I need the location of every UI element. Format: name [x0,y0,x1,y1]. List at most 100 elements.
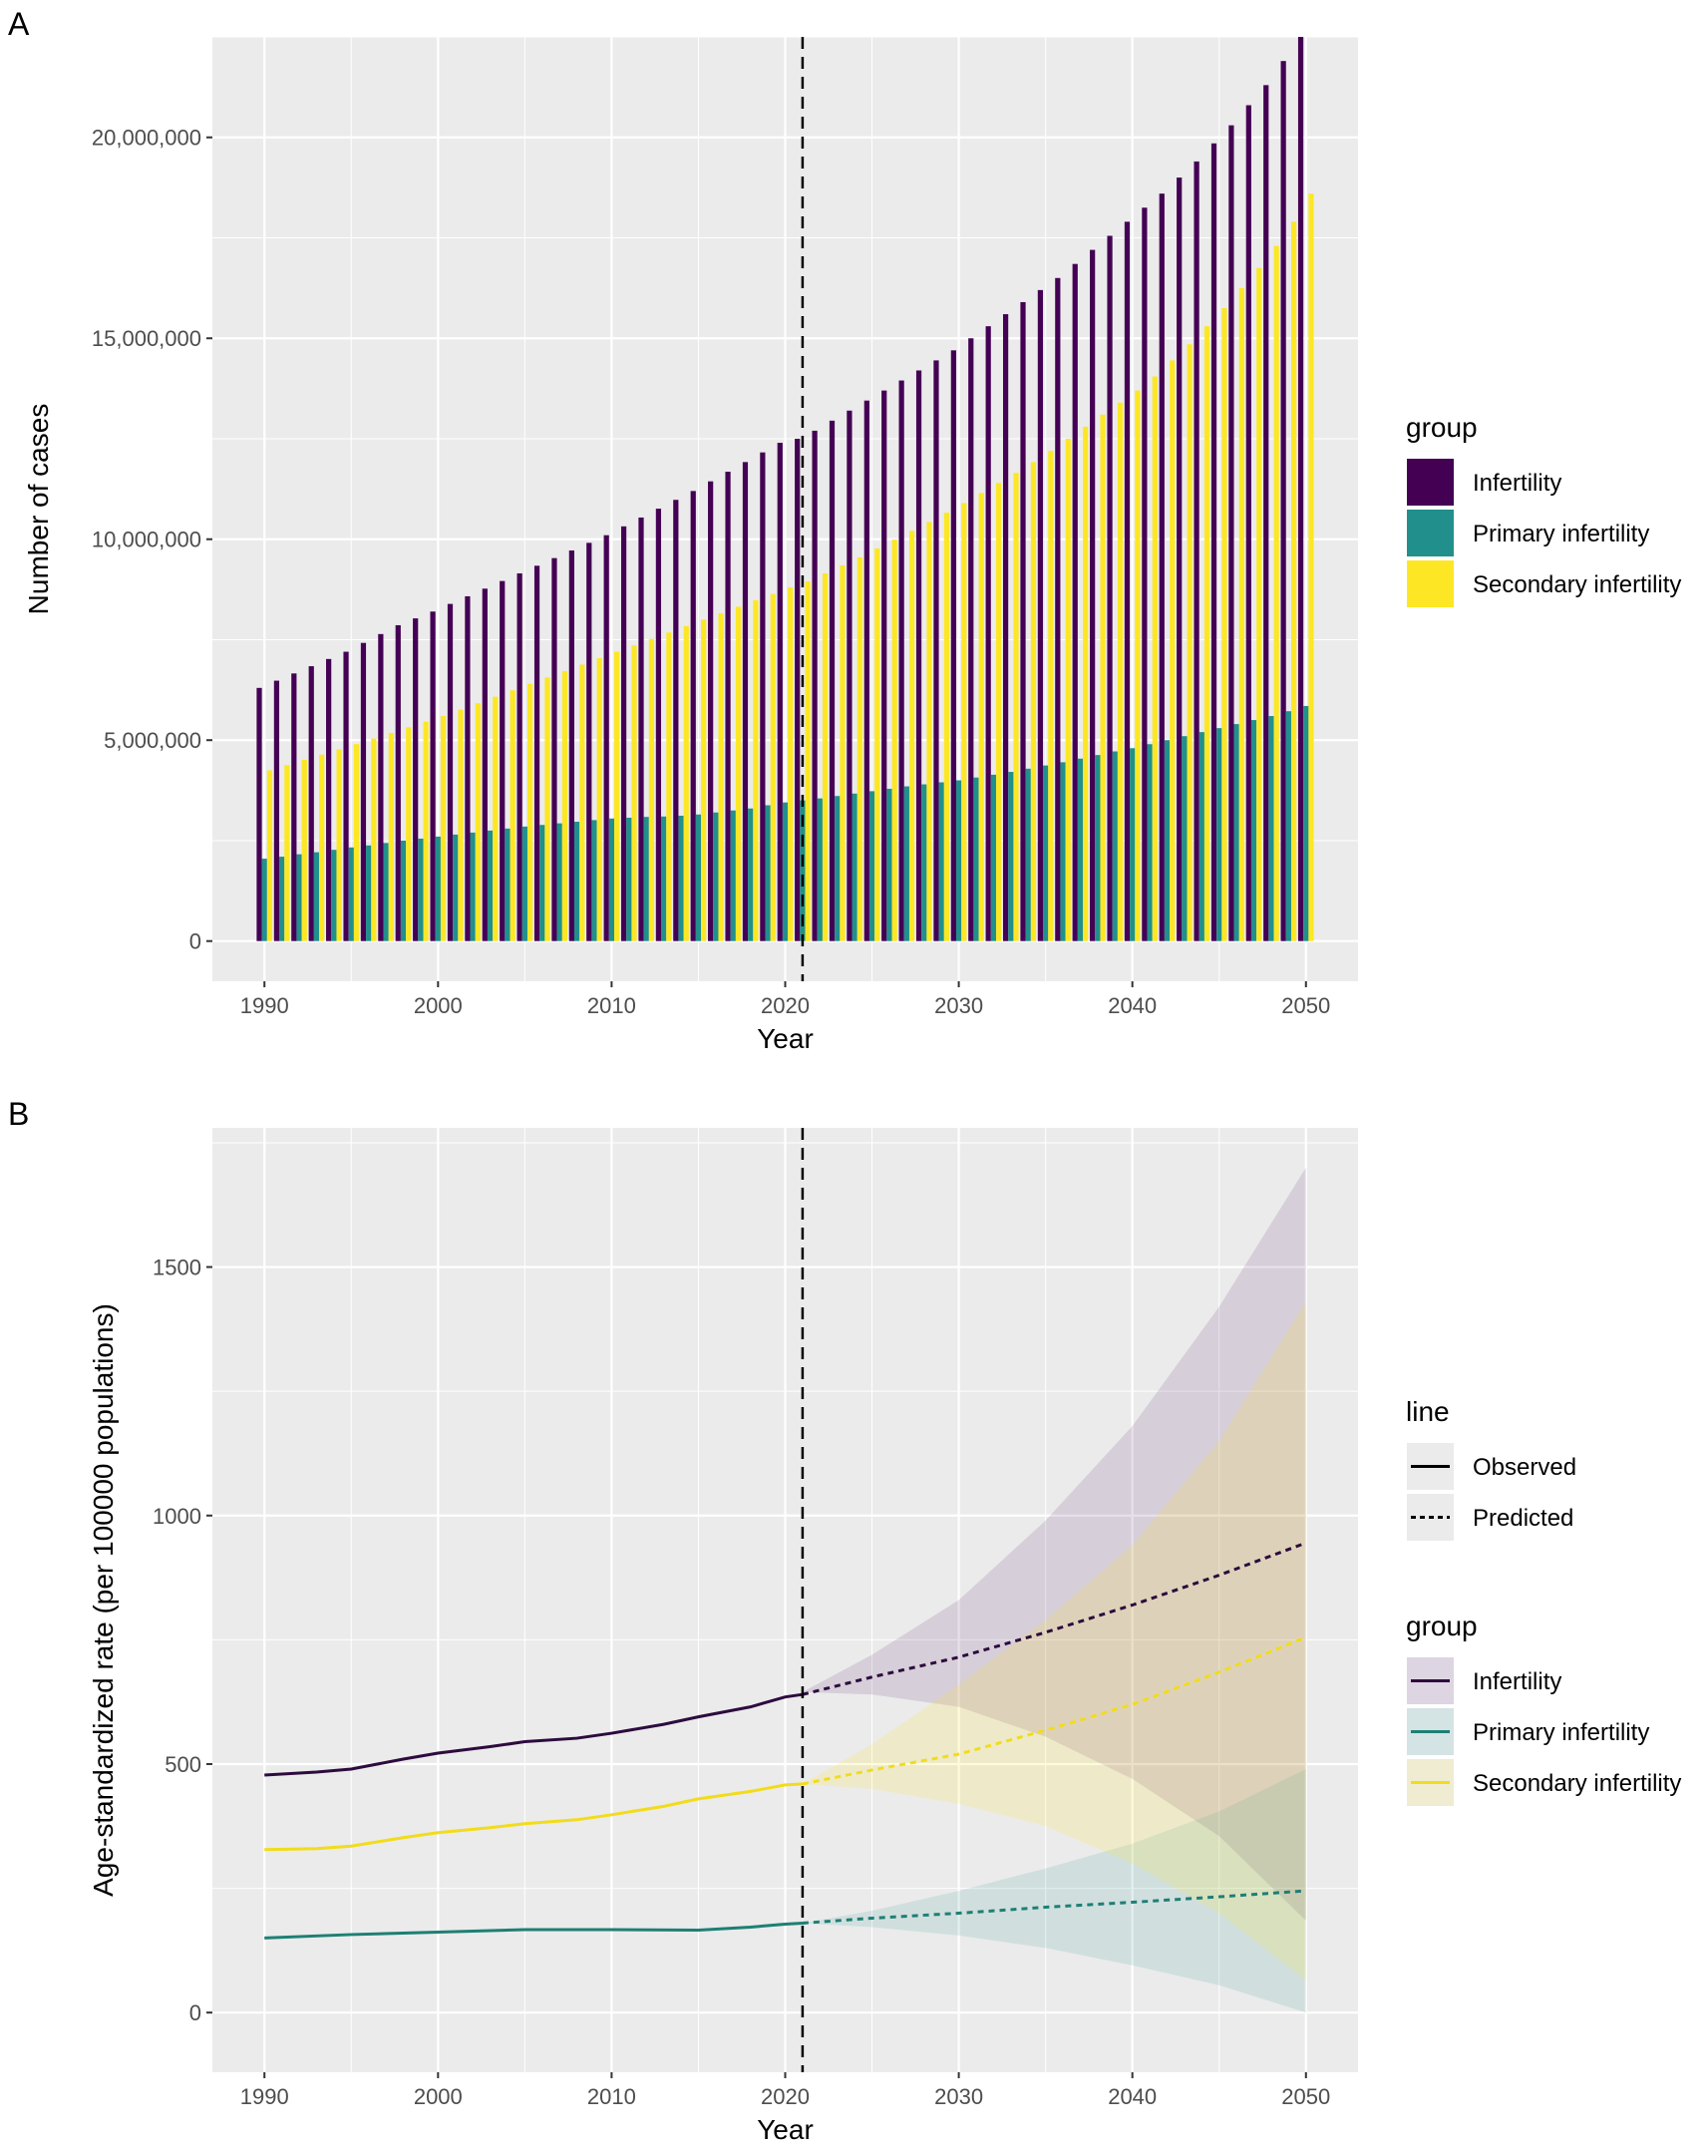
x-tick-label: 2010 [587,2084,636,2109]
legend-label: Primary infertility [1473,521,1649,547]
bar-secondary-infertility-1995 [353,744,360,941]
bar-secondary-infertility-1997 [388,732,394,941]
x-tick-label: 2030 [934,2084,983,2109]
bar-primary-infertility-2003 [487,830,494,941]
bar-secondary-infertility-1998 [406,727,412,941]
bar-infertility-2016 [708,481,714,941]
legend-group: group Infertility Primary infertility Secon… [1406,1611,1681,1806]
bar-infertility-2031 [968,338,974,941]
bar-primary-infertility-1998 [400,840,407,941]
observed-line-infertility [264,1692,804,1777]
bar-primary-infertility-2005 [521,826,527,941]
bar-primary-infertility-2014 [678,815,684,941]
legend-title: line [1406,1396,1450,1427]
bar-secondary-infertility-2047 [1256,267,1262,941]
bar-primary-infertility-2018 [748,808,754,941]
bar-primary-infertility-1999 [418,838,424,941]
bar-infertility-2021 [795,438,801,941]
bar-infertility-2043 [1177,178,1183,941]
bar-infertility-2014 [673,500,679,941]
bar-secondary-infertility-2009 [596,658,602,941]
bar-secondary-infertility-2030 [961,503,967,941]
lines [264,1541,1307,1940]
bar-primary-infertility-2050 [1303,705,1309,941]
x-tick-label: 1990 [240,2084,289,2109]
bar-infertility-2049 [1280,61,1286,941]
bar-secondary-infertility-2014 [683,625,689,941]
bar-infertility-1992 [291,673,297,941]
legend-label: Infertility [1473,1668,1561,1695]
bar-primary-infertility-2039 [1112,751,1118,941]
bar-infertility-2042 [1159,193,1165,941]
bar-primary-infertility-2035 [1043,765,1049,941]
bar-primary-infertility-2042 [1164,740,1171,941]
bar-secondary-infertility-2024 [856,556,862,941]
bar-infertility-2008 [568,550,574,941]
bar-primary-infertility-2038 [1095,755,1101,941]
predicted-line-primary-infertility [802,1889,1306,1925]
bar-primary-infertility-1991 [279,857,285,941]
bar-primary-infertility-2049 [1285,711,1291,941]
bar-primary-infertility-2002 [470,832,476,941]
bar-infertility-1993 [308,666,314,941]
bar-secondary-infertility-2045 [1221,308,1227,941]
bar-primary-infertility-2012 [643,817,649,941]
x-tick-label: 2050 [1281,993,1330,1018]
bar-primary-infertility-2010 [608,818,615,941]
legend-key [1407,510,1454,556]
bar-secondary-infertility-2002 [475,703,481,941]
panel-a: A 0 5,000,000 10,000,000 15,000,000 20,000,00… [8,6,1681,1054]
bar-primary-infertility-2016 [713,812,719,941]
bar-secondary-infertility-2050 [1308,193,1314,941]
x-axis-title: Year [757,2114,814,2145]
bar-secondary-infertility-2004 [510,690,515,941]
bar-infertility-2018 [742,462,749,941]
bar-primary-infertility-2025 [868,791,875,941]
bar-primary-infertility-2029 [938,782,944,941]
bar-secondary-infertility-2010 [614,651,620,941]
bar-primary-infertility-2037 [1077,758,1084,941]
bar-primary-infertility-1994 [331,850,337,941]
observed-line-primary-infertility [264,1921,803,1940]
bar-primary-infertility-2006 [539,825,545,941]
bar-infertility-2023 [829,420,836,941]
bar-infertility-1999 [413,618,419,941]
bar-primary-infertility-2021 [800,800,806,941]
bar-primary-infertility-1990 [261,859,267,941]
bar-infertility-2033 [1002,314,1009,941]
bar-secondary-infertility-2003 [493,696,499,941]
bar-infertility-2025 [863,400,869,941]
y-axis-title: Age-standardized rate (per 100000 popula… [88,1303,119,1897]
bar-infertility-2022 [812,430,818,941]
bar-primary-infertility-2008 [573,822,580,941]
y-tick-label: 5,000,000 [104,728,201,753]
bar-infertility-2038 [1090,249,1096,941]
bar-secondary-infertility-2007 [561,670,568,941]
bar-infertility-2046 [1228,125,1234,941]
x-tick-label: 2000 [414,993,463,1018]
x-tick-label: 2020 [761,993,810,1018]
y-tick-label: 500 [165,1752,201,1777]
bar-infertility-2012 [638,517,644,941]
bar-infertility-2020 [777,443,783,941]
ci-band-secondary-infertility [802,1301,1306,1980]
bar-secondary-infertility-2044 [1203,326,1210,941]
bar-secondary-infertility-2038 [1100,414,1106,941]
bar-primary-infertility-2041 [1147,744,1153,941]
x-tick-label: 2010 [587,993,636,1018]
bar-secondary-infertility-2011 [631,645,637,941]
bar-secondary-infertility-2012 [648,638,655,941]
bar-primary-infertility-2028 [921,784,927,941]
bar-secondary-infertility-2020 [788,587,794,941]
x-tick-label: 1990 [240,993,289,1018]
bar-primary-infertility-2031 [973,777,979,941]
panel-label: A [8,6,30,42]
bar-infertility-2005 [516,572,522,941]
bar-primary-infertility-2004 [505,828,511,941]
bar-infertility-2013 [655,509,662,941]
bar-secondary-infertility-2019 [770,593,776,941]
legend-label: Primary infertility [1473,1719,1649,1746]
predicted-line-secondary-infertility [802,1635,1307,1786]
bar-secondary-infertility-2013 [666,632,672,941]
bar-secondary-infertility-1991 [284,765,290,941]
